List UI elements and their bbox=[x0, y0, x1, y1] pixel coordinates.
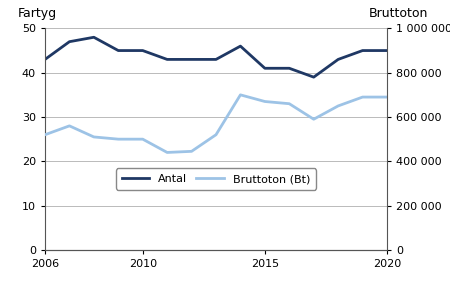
Antal bbox=[262, 66, 268, 70]
Antal bbox=[360, 49, 365, 52]
Antal bbox=[238, 44, 243, 48]
Antal bbox=[213, 58, 219, 61]
Antal bbox=[311, 76, 316, 79]
Bruttoton (Bt) bbox=[384, 95, 390, 99]
Bruttoton (Bt) bbox=[311, 118, 316, 121]
Bruttoton (Bt) bbox=[335, 104, 341, 108]
Bruttoton (Bt) bbox=[213, 133, 219, 136]
Antal bbox=[164, 58, 170, 61]
Line: Bruttoton (Bt): Bruttoton (Bt) bbox=[45, 95, 387, 153]
Antal bbox=[116, 49, 121, 52]
Antal bbox=[189, 58, 194, 61]
Antal bbox=[91, 36, 97, 39]
Bruttoton (Bt) bbox=[189, 150, 194, 153]
Legend: Antal, Bruttoton (Bt): Antal, Bruttoton (Bt) bbox=[116, 168, 316, 190]
Bruttoton (Bt) bbox=[140, 137, 145, 141]
Text: Bruttoton: Bruttoton bbox=[369, 7, 428, 20]
Bruttoton (Bt) bbox=[67, 124, 72, 128]
Antal bbox=[384, 49, 390, 52]
Antal bbox=[335, 58, 341, 61]
Antal bbox=[287, 66, 292, 70]
Line: Antal: Antal bbox=[45, 37, 387, 77]
Bruttoton (Bt) bbox=[287, 102, 292, 105]
Antal bbox=[67, 40, 72, 43]
Bruttoton (Bt) bbox=[360, 95, 365, 99]
Antal bbox=[140, 49, 145, 52]
Bruttoton (Bt) bbox=[42, 133, 48, 136]
Bruttoton (Bt) bbox=[238, 93, 243, 97]
Text: Fartyg: Fartyg bbox=[18, 7, 57, 20]
Bruttoton (Bt) bbox=[116, 137, 121, 141]
Bruttoton (Bt) bbox=[91, 135, 97, 139]
Antal bbox=[42, 58, 48, 61]
Bruttoton (Bt) bbox=[164, 151, 170, 154]
Bruttoton (Bt) bbox=[262, 100, 268, 103]
